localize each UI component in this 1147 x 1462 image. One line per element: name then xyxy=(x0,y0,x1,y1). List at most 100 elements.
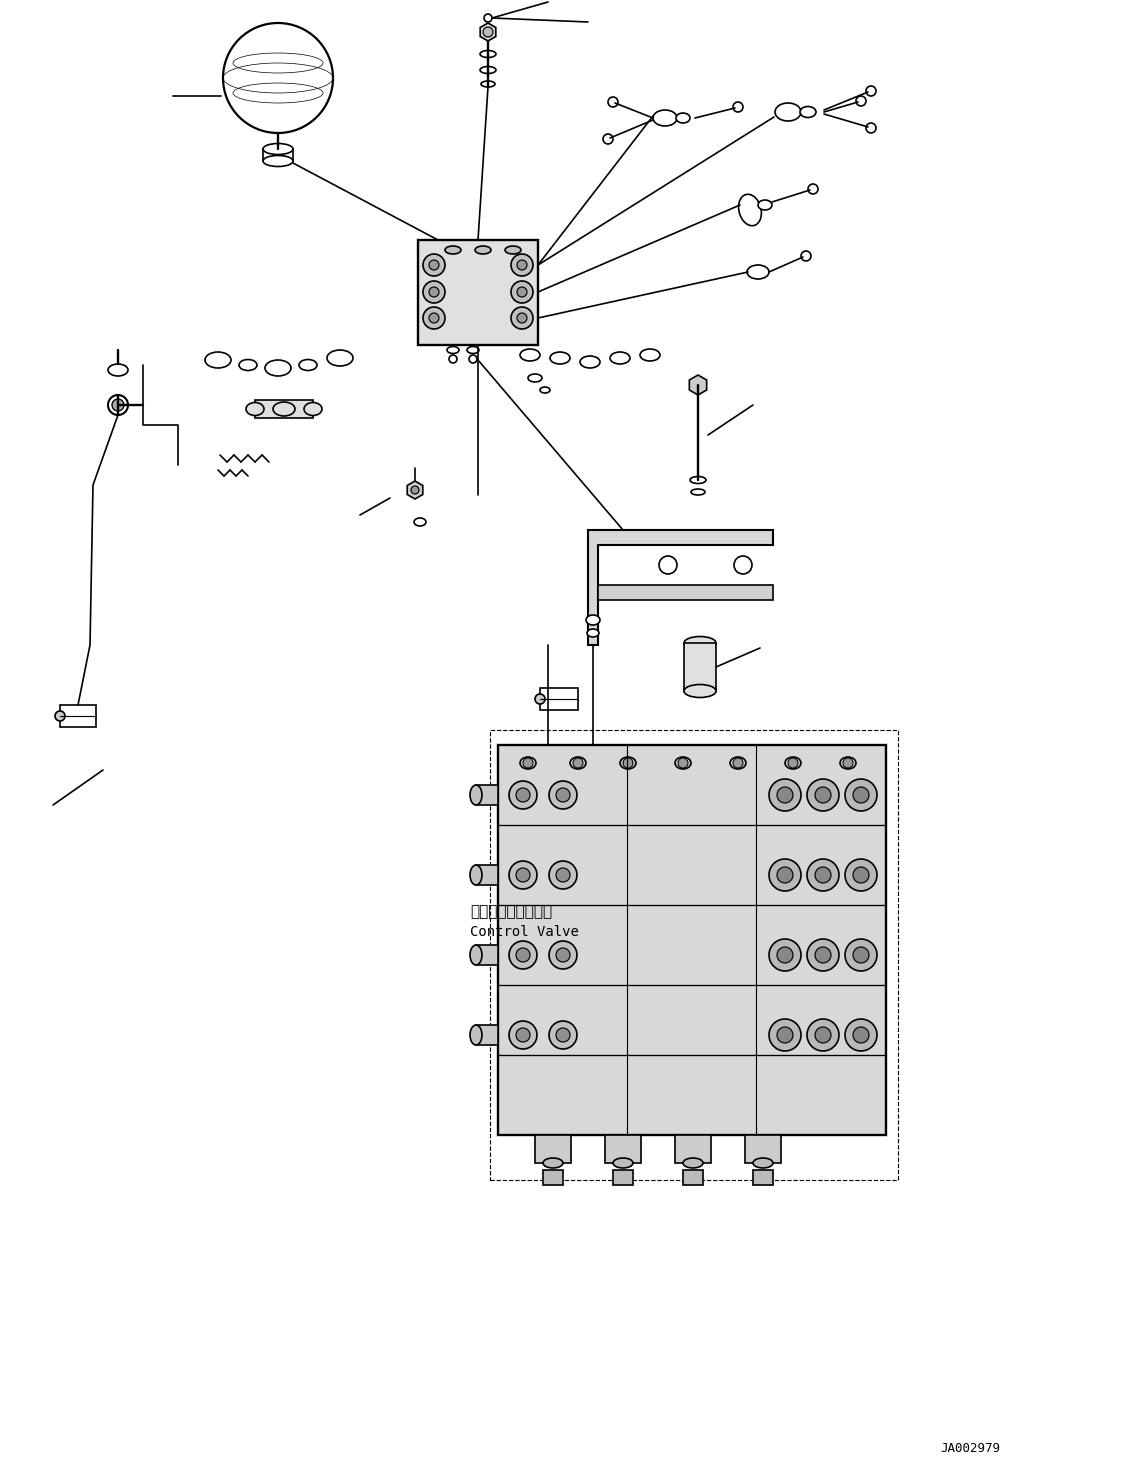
Circle shape xyxy=(853,1026,869,1042)
Circle shape xyxy=(55,711,65,721)
Ellipse shape xyxy=(299,360,317,370)
Bar xyxy=(498,746,885,1135)
Circle shape xyxy=(556,788,570,803)
Text: Control Valve: Control Valve xyxy=(470,925,579,939)
Bar xyxy=(540,689,578,711)
Circle shape xyxy=(549,861,577,889)
Circle shape xyxy=(788,757,798,768)
Bar xyxy=(684,643,716,692)
Circle shape xyxy=(843,757,853,768)
Ellipse shape xyxy=(775,102,801,121)
Circle shape xyxy=(517,260,526,270)
Circle shape xyxy=(509,1020,537,1050)
Circle shape xyxy=(853,867,869,883)
Circle shape xyxy=(509,942,537,969)
Ellipse shape xyxy=(610,352,630,364)
Ellipse shape xyxy=(785,757,801,769)
Ellipse shape xyxy=(108,364,128,376)
Circle shape xyxy=(429,287,439,297)
Circle shape xyxy=(853,787,869,803)
Circle shape xyxy=(845,939,877,971)
Circle shape xyxy=(768,779,801,811)
Ellipse shape xyxy=(690,488,705,496)
Ellipse shape xyxy=(752,1158,773,1168)
Circle shape xyxy=(423,281,445,303)
Circle shape xyxy=(516,788,530,803)
Ellipse shape xyxy=(587,629,599,637)
Bar xyxy=(255,401,313,418)
Circle shape xyxy=(660,556,677,575)
Ellipse shape xyxy=(481,80,496,88)
Circle shape xyxy=(733,102,743,113)
Ellipse shape xyxy=(327,349,353,366)
Circle shape xyxy=(856,96,866,107)
Circle shape xyxy=(816,947,830,963)
Ellipse shape xyxy=(621,757,635,769)
Ellipse shape xyxy=(475,246,491,254)
Ellipse shape xyxy=(245,402,264,415)
Bar xyxy=(490,730,898,1180)
Polygon shape xyxy=(588,531,773,645)
Circle shape xyxy=(768,939,801,971)
Ellipse shape xyxy=(520,349,540,361)
Circle shape xyxy=(845,1019,877,1051)
Circle shape xyxy=(807,779,838,811)
Circle shape xyxy=(429,313,439,323)
Ellipse shape xyxy=(528,374,543,382)
Ellipse shape xyxy=(543,1158,563,1168)
Bar xyxy=(476,866,498,885)
Circle shape xyxy=(816,787,830,803)
Circle shape xyxy=(512,307,533,329)
Ellipse shape xyxy=(108,395,128,415)
Circle shape xyxy=(777,1026,793,1042)
Ellipse shape xyxy=(265,360,291,376)
Circle shape xyxy=(816,867,830,883)
Polygon shape xyxy=(689,374,707,395)
Circle shape xyxy=(112,399,124,411)
Ellipse shape xyxy=(470,866,482,885)
Circle shape xyxy=(516,947,530,962)
Ellipse shape xyxy=(445,246,461,254)
Bar xyxy=(604,1135,641,1162)
Circle shape xyxy=(516,1028,530,1042)
Circle shape xyxy=(549,781,577,808)
Ellipse shape xyxy=(758,200,772,211)
Circle shape xyxy=(807,1019,838,1051)
Circle shape xyxy=(777,787,793,803)
Bar xyxy=(674,1135,711,1162)
Circle shape xyxy=(549,942,577,969)
Circle shape xyxy=(535,694,545,705)
Ellipse shape xyxy=(840,757,856,769)
Ellipse shape xyxy=(447,346,459,354)
Bar xyxy=(476,1025,498,1045)
Ellipse shape xyxy=(640,349,660,361)
Bar xyxy=(476,944,498,965)
Ellipse shape xyxy=(739,194,762,225)
Ellipse shape xyxy=(570,757,586,769)
Ellipse shape xyxy=(580,357,600,368)
Ellipse shape xyxy=(747,265,768,279)
Ellipse shape xyxy=(414,518,426,526)
Ellipse shape xyxy=(682,1158,703,1168)
Ellipse shape xyxy=(674,757,690,769)
Bar xyxy=(543,1170,563,1186)
Circle shape xyxy=(608,96,618,107)
Circle shape xyxy=(866,86,876,96)
Circle shape xyxy=(866,123,876,133)
Bar xyxy=(746,1135,781,1162)
Ellipse shape xyxy=(304,402,322,415)
Circle shape xyxy=(777,867,793,883)
Circle shape xyxy=(509,781,537,808)
Polygon shape xyxy=(407,481,423,499)
Circle shape xyxy=(423,254,445,276)
Ellipse shape xyxy=(653,110,677,126)
Circle shape xyxy=(556,1028,570,1042)
Circle shape xyxy=(517,313,526,323)
Polygon shape xyxy=(598,585,773,599)
Ellipse shape xyxy=(586,616,600,624)
Ellipse shape xyxy=(239,360,257,370)
Bar xyxy=(612,1170,633,1186)
Circle shape xyxy=(807,939,838,971)
Circle shape xyxy=(807,184,818,194)
Circle shape xyxy=(733,757,743,768)
